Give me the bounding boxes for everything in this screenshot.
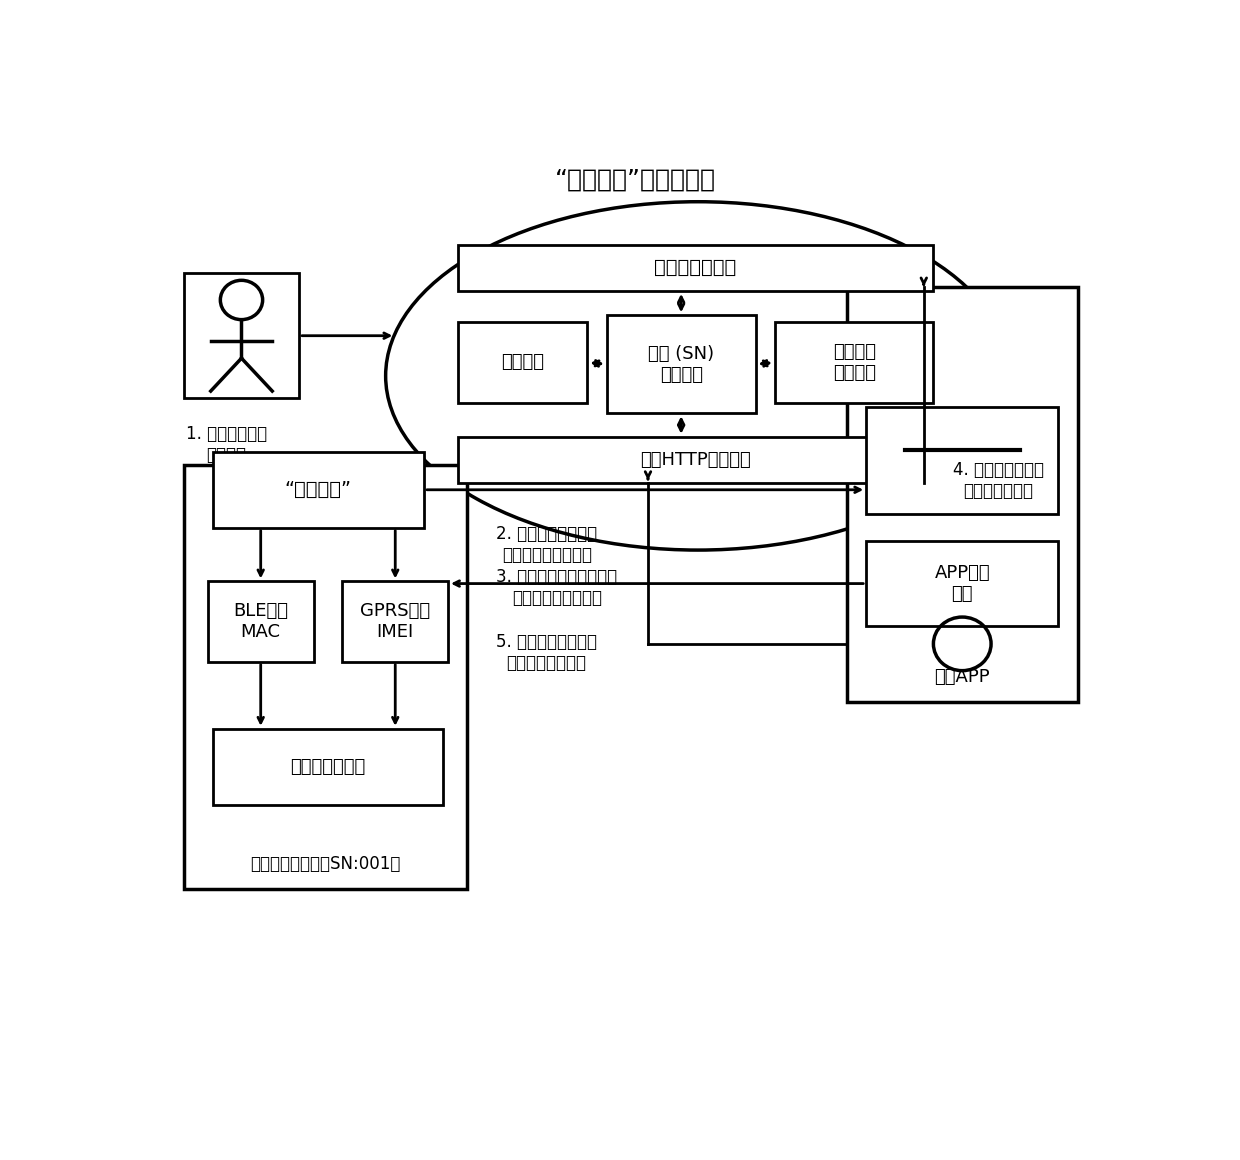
Text: 设备部件
信息模块: 设备部件 信息模块 [832, 343, 875, 382]
Text: 手机APP: 手机APP [935, 668, 990, 686]
Text: 登录模块: 登录模块 [501, 354, 544, 371]
Text: 3. 请求服务器获取活二维
码机器部件配置信息: 3. 请求服务器获取活二维 码机器部件配置信息 [496, 568, 618, 607]
Bar [184, 465, 467, 890]
Bar [866, 541, 1058, 626]
Text: APP通讯
模块: APP通讯 模块 [935, 564, 990, 603]
Bar [458, 322, 588, 403]
Text: BLE模块
MAC: BLE模块 MAC [233, 602, 288, 641]
Text: 智能设备（洗衣机SN:001）: 智能设备（洗衣机SN:001） [250, 855, 401, 873]
Bar [458, 245, 934, 291]
Text: 1. 动态配置活二
维码信息: 1. 动态配置活二 维码信息 [186, 425, 267, 464]
Text: “活二维码”云信息系统: “活二维码”云信息系统 [556, 167, 715, 191]
Text: 数据库管理模块: 数据库管理模块 [655, 259, 737, 277]
Bar [775, 322, 934, 403]
Bar [208, 581, 314, 661]
Bar [458, 436, 934, 483]
Text: 4. 返回活二维码机
器部件配置信息: 4. 返回活二维码机 器部件配置信息 [952, 461, 1044, 500]
Text: 设备 (SN)
管理模块: 设备 (SN) 管理模块 [649, 345, 714, 384]
Bar [184, 274, 299, 398]
Bar [847, 287, 1078, 702]
Text: GPRS模块
IMEI: GPRS模块 IMEI [360, 602, 430, 641]
Text: 2. 扫码识别二维码码
读取二维码格式内容: 2. 扫码识别二维码码 读取二维码格式内容 [496, 525, 598, 564]
Bar [606, 316, 755, 413]
Bar [342, 581, 448, 661]
Text: 外部HTTP接口模块: 外部HTTP接口模块 [640, 451, 751, 469]
Bar [866, 407, 1058, 514]
Text: 洗衣机电控模块: 洗衣机电控模块 [290, 757, 366, 776]
Text: “活二维码”: “活二维码” [285, 480, 352, 499]
Ellipse shape [386, 202, 1011, 550]
Bar [213, 728, 444, 805]
Text: 5. 解析配置信息连接
智能设备智能部件: 5. 解析配置信息连接 智能设备智能部件 [496, 633, 598, 672]
Bar [213, 452, 424, 528]
